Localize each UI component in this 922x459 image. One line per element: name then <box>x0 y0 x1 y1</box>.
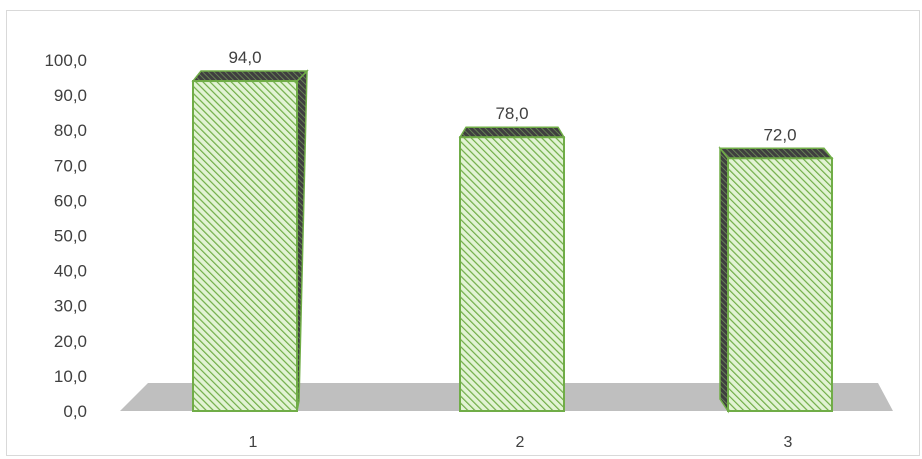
y-tick-label: 70,0 <box>54 156 87 175</box>
x-category-label: 3 <box>784 434 793 451</box>
y-tick-label: 80,0 <box>54 121 87 140</box>
data-label: 78,0 <box>495 104 528 123</box>
x-category-label: 2 <box>516 434 525 451</box>
bar-1 <box>192 80 298 412</box>
y-tick-label: 0,0 <box>63 402 87 421</box>
y-tick-label: 10,0 <box>54 367 87 386</box>
x-category-label: 1 <box>249 434 258 451</box>
bar-side-face <box>296 69 308 412</box>
y-tick-label: 60,0 <box>54 191 87 210</box>
bar-top-face <box>458 126 566 138</box>
bar-side-face <box>719 146 729 414</box>
data-label: 72,0 <box>763 125 796 144</box>
y-tick-label: 50,0 <box>54 227 87 246</box>
y-tick-label: 90,0 <box>54 86 87 105</box>
bar-top-face <box>191 70 309 82</box>
bar-2 <box>459 136 565 412</box>
y-tick-label: 100,0 <box>44 51 87 70</box>
y-tick-label: 30,0 <box>54 297 87 316</box>
bar-top-face <box>718 147 834 160</box>
y-tick-label: 20,0 <box>54 332 87 351</box>
y-tick-label: 40,0 <box>54 262 87 281</box>
data-label: 94,0 <box>228 48 261 67</box>
bar-3 <box>727 157 833 412</box>
